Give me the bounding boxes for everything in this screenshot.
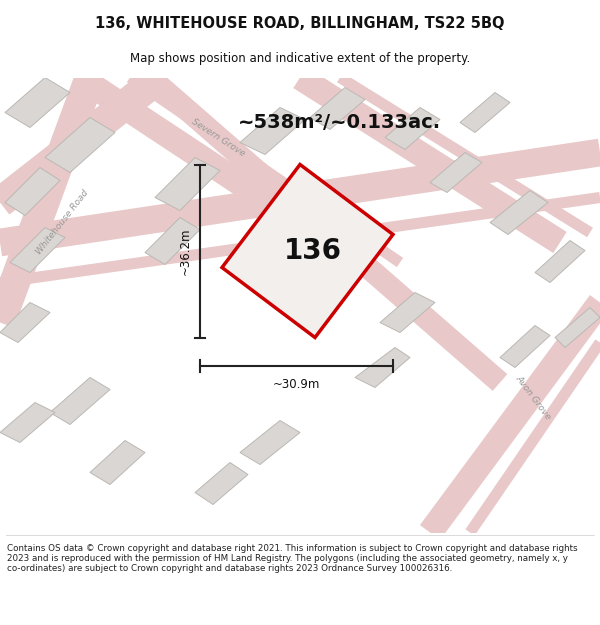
Text: Contains OS data © Crown copyright and database right 2021. This information is : Contains OS data © Crown copyright and d…	[7, 544, 578, 573]
Text: ~30.9m: ~30.9m	[273, 378, 320, 391]
Polygon shape	[555, 308, 600, 348]
Polygon shape	[490, 191, 548, 234]
Polygon shape	[50, 378, 110, 424]
Polygon shape	[380, 292, 435, 332]
Polygon shape	[0, 402, 55, 442]
Polygon shape	[535, 241, 585, 282]
Polygon shape	[460, 92, 510, 132]
Text: ~538m²/~0.133ac.: ~538m²/~0.133ac.	[238, 113, 441, 132]
Polygon shape	[0, 302, 50, 343]
Text: 136, WHITEHOUSE ROAD, BILLINGHAM, TS22 5BQ: 136, WHITEHOUSE ROAD, BILLINGHAM, TS22 5…	[95, 16, 505, 31]
Text: Avon Grove: Avon Grove	[514, 374, 553, 421]
Polygon shape	[155, 158, 220, 211]
Polygon shape	[90, 441, 145, 484]
Polygon shape	[10, 228, 65, 272]
Polygon shape	[310, 88, 365, 129]
Text: Whitehouse Road: Whitehouse Road	[34, 189, 90, 256]
Polygon shape	[222, 164, 393, 338]
Text: 136: 136	[284, 237, 341, 265]
Polygon shape	[195, 462, 248, 504]
Polygon shape	[45, 118, 115, 172]
Polygon shape	[240, 107, 305, 154]
Text: ~36.2m: ~36.2m	[179, 228, 192, 275]
Polygon shape	[430, 152, 482, 192]
Text: Severn Grove: Severn Grove	[190, 117, 246, 158]
Polygon shape	[355, 348, 410, 388]
Polygon shape	[5, 78, 70, 128]
Polygon shape	[240, 421, 300, 464]
Text: Map shows position and indicative extent of the property.: Map shows position and indicative extent…	[130, 52, 470, 64]
Polygon shape	[5, 168, 60, 216]
Polygon shape	[145, 217, 200, 264]
Polygon shape	[385, 107, 440, 149]
Polygon shape	[500, 326, 550, 367]
